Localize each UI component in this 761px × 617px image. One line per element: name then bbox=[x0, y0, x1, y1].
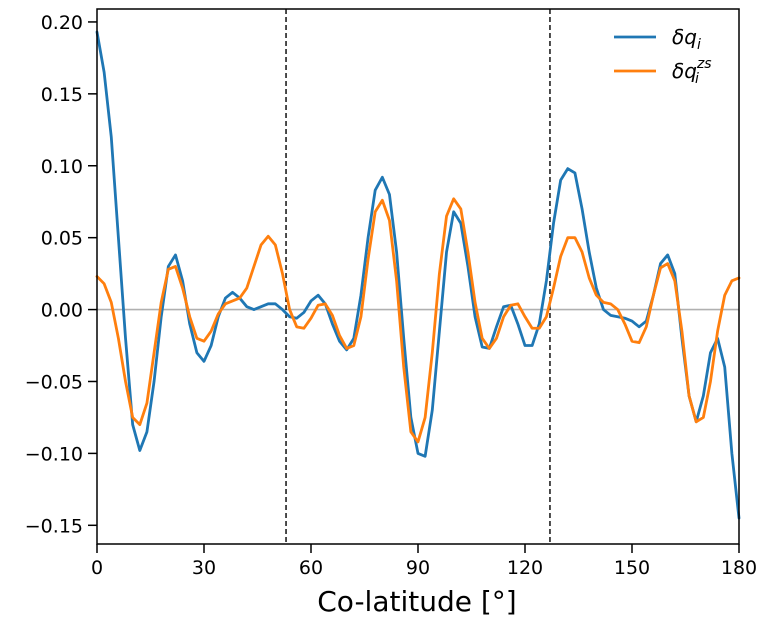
x-tick-label: 30 bbox=[192, 557, 216, 579]
y-tick-label: 0.00 bbox=[41, 300, 83, 322]
y-tick-label: 0.05 bbox=[41, 228, 83, 250]
axis-ticks: 0 30 60 90 120 150 180 −0.15 −0.10 −0.05 0.00 0.05 0… bbox=[25, 8, 757, 579]
y-tick-label: −0.10 bbox=[25, 443, 83, 465]
x-axis-title: Co-latitude [°] bbox=[317, 585, 516, 617]
legend-label-superscript: zs bbox=[696, 56, 712, 72]
y-tick-label: −0.15 bbox=[25, 515, 83, 537]
x-tick-label: 180 bbox=[721, 557, 757, 579]
legend-label-subscript: i bbox=[695, 71, 699, 87]
legend-label-1: δqi bbox=[672, 25, 701, 53]
legend-label-main: δq bbox=[672, 25, 697, 49]
plot-frame bbox=[96, 8, 740, 545]
y-tick-label: −0.05 bbox=[25, 371, 83, 393]
x-tick-label: 60 bbox=[299, 557, 323, 579]
series-line-1 bbox=[95, 30, 741, 520]
legend-label-subscript: i bbox=[697, 37, 701, 53]
legend-label-2: δqzs bbox=[672, 56, 712, 83]
series-line-2 bbox=[95, 197, 741, 444]
x-tick-label: 120 bbox=[507, 557, 543, 579]
y-tick-label: 0.20 bbox=[41, 12, 83, 34]
legend-label-main: δq bbox=[672, 59, 697, 83]
plot-area bbox=[95, 9, 741, 544]
x-tick-label: 0 bbox=[91, 557, 103, 579]
y-tick-label: 0.15 bbox=[41, 84, 83, 106]
x-tick-label: 150 bbox=[614, 557, 650, 579]
x-tick-label: 90 bbox=[406, 557, 430, 579]
y-tick-label: 0.10 bbox=[41, 156, 83, 178]
